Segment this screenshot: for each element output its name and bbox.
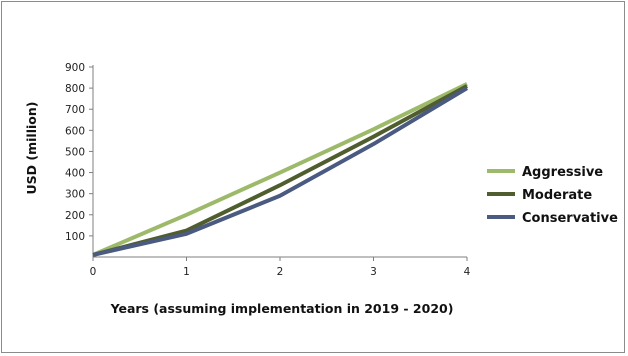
y-tick-label: 800 [65, 83, 85, 95]
y-tick-label: 600 [65, 125, 85, 137]
y-axis: 100 200 300 400 500 600 700 800 900 [65, 62, 94, 257]
x-tick-label: 4 [464, 266, 471, 278]
y-tick-label: 100 [65, 231, 85, 243]
y-tick-label: 500 [65, 146, 85, 158]
legend-label-conservative: Conservative [522, 211, 618, 226]
x-axis: 0 1 2 3 4 [90, 256, 471, 278]
x-axis-title: Years (assuming implementation in 2019 -… [110, 301, 454, 316]
legend-label-moderate: Moderate [522, 188, 592, 203]
legend: Aggressive Moderate Conservative [487, 165, 618, 226]
y-axis-title: USD (million) [24, 102, 39, 195]
series-layer [92, 82, 469, 257]
series-line-conservative [92, 86, 469, 257]
x-tick-label: 2 [277, 266, 284, 278]
series-line-moderate [92, 84, 468, 257]
y-tick-label: 200 [65, 210, 85, 222]
x-tick-label: 0 [90, 266, 97, 278]
series-line-aggressive [92, 82, 468, 257]
x-tick-label: 1 [183, 266, 190, 278]
legend-label-aggressive: Aggressive [522, 165, 603, 180]
y-tick-label: 300 [65, 189, 85, 201]
x-tick-label: 3 [370, 266, 377, 278]
y-tick-label: 900 [65, 62, 85, 74]
y-tick-label: 700 [65, 104, 85, 116]
y-tick-label: 400 [65, 168, 85, 180]
